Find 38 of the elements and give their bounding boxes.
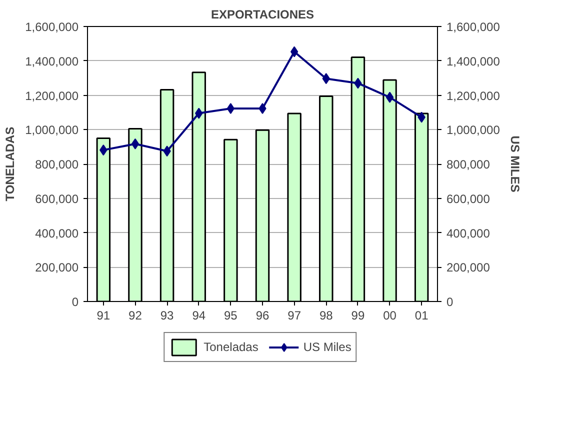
x-tick-label: 94 <box>192 308 206 322</box>
y-axis-title: TONELADAS <box>3 126 18 202</box>
y-tick-label: 600,000 <box>35 192 79 206</box>
y-tick-label: 0 <box>72 295 79 309</box>
y-tick-label: 1,400,000 <box>25 54 79 68</box>
legend-label: US Miles <box>303 340 352 354</box>
y-tick-label: 1,000,000 <box>25 123 79 138</box>
y2-tick-label: 0 <box>446 295 454 309</box>
x-tick-label: 92 <box>128 308 142 322</box>
point <box>290 46 298 58</box>
chart-title: EXPORTACIONES <box>210 8 314 22</box>
legend-label: Toneladas <box>204 340 258 354</box>
x-tick-label: 98 <box>319 308 334 322</box>
y-tick-label: 200,000 <box>35 260 79 275</box>
x-tick-label: 01 <box>414 308 429 322</box>
point <box>226 102 235 114</box>
x-tick-label: 95 <box>224 308 238 322</box>
x-tick-label: 97 <box>288 308 302 322</box>
y-tick-label: 800,000 <box>35 158 79 172</box>
x-tick-label: 93 <box>160 308 174 322</box>
y-tick-label: 1,600,000 <box>25 20 79 34</box>
x-tick-label: 99 <box>351 308 365 322</box>
y2-tick-label: 800,000 <box>446 158 490 172</box>
x-tick-label: 91 <box>96 308 110 322</box>
x-tick-label: 00 <box>383 308 397 322</box>
x-tick-label: 96 <box>256 308 270 322</box>
y2-tick-label: 400,000 <box>446 226 490 240</box>
y2-axis-title: US MILES <box>508 136 522 192</box>
y2-tick-label: 600,000 <box>446 192 490 206</box>
y-tick-label: 400,000 <box>35 226 79 240</box>
point <box>386 92 394 103</box>
y2-tick-label: 1,000,000 <box>446 123 500 138</box>
y2-tick-label: 1,200,000 <box>446 88 500 103</box>
y2-tick-label: 1,600,000 <box>446 20 500 34</box>
y-tick-label: 1,200,000 <box>25 88 79 103</box>
point <box>131 138 140 150</box>
y2-tick-label: 200,000 <box>446 260 490 275</box>
y2-tick-label: 1,400,000 <box>446 54 500 68</box>
